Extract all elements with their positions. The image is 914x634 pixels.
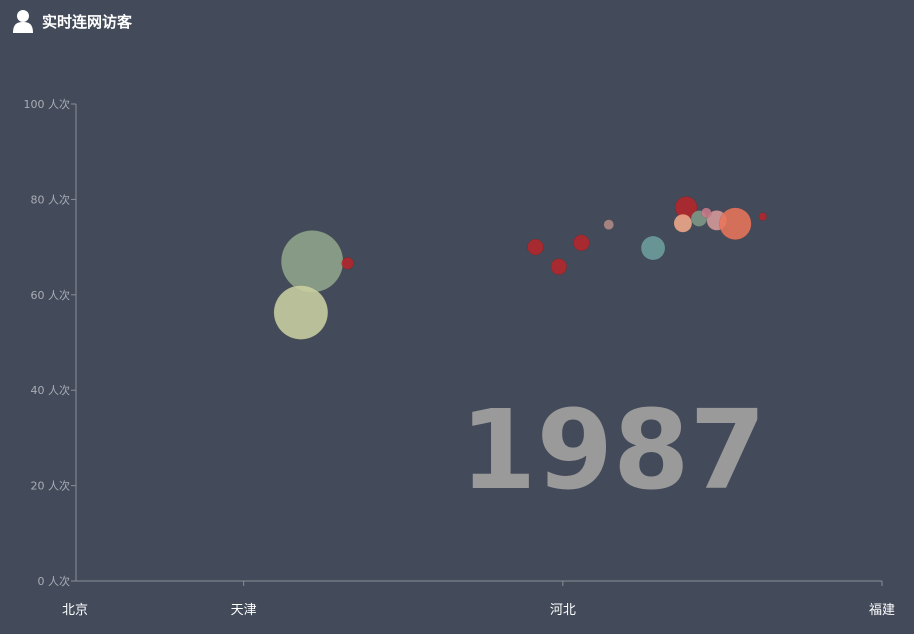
x-tick-label: 北京 — [62, 603, 88, 618]
data-point[interactable] — [273, 285, 329, 340]
x-tick-label: 福建 — [869, 603, 895, 618]
y-tick-label: 60 人次 — [31, 288, 71, 302]
data-point[interactable] — [527, 238, 544, 256]
x-tick-label: 河北 — [550, 603, 576, 618]
data-point[interactable] — [640, 235, 666, 261]
y-tick-label: 20 人次 — [31, 479, 71, 493]
y-tick-label: 80 人次 — [31, 192, 71, 206]
y-tick-label: 0 人次 — [38, 574, 71, 588]
year-watermark: 1987 — [460, 386, 766, 514]
chart-header: 实时连网访客 — [12, 8, 132, 34]
data-point[interactable] — [573, 234, 590, 252]
data-point[interactable] — [341, 257, 354, 270]
data-point[interactable] — [758, 212, 767, 221]
data-point[interactable] — [550, 258, 568, 275]
y-tick-label: 40 人次 — [31, 383, 71, 397]
data-point[interactable] — [719, 207, 752, 240]
x-tick-label: 天津 — [231, 603, 257, 618]
data-point[interactable] — [701, 207, 712, 219]
y-tick-label: 100 人次 — [24, 97, 71, 111]
user-icon — [13, 10, 33, 33]
data-point[interactable] — [603, 219, 615, 230]
data-point[interactable] — [280, 230, 344, 293]
data-point[interactable] — [673, 214, 693, 233]
chart-title: 实时连网访客 — [42, 12, 133, 31]
